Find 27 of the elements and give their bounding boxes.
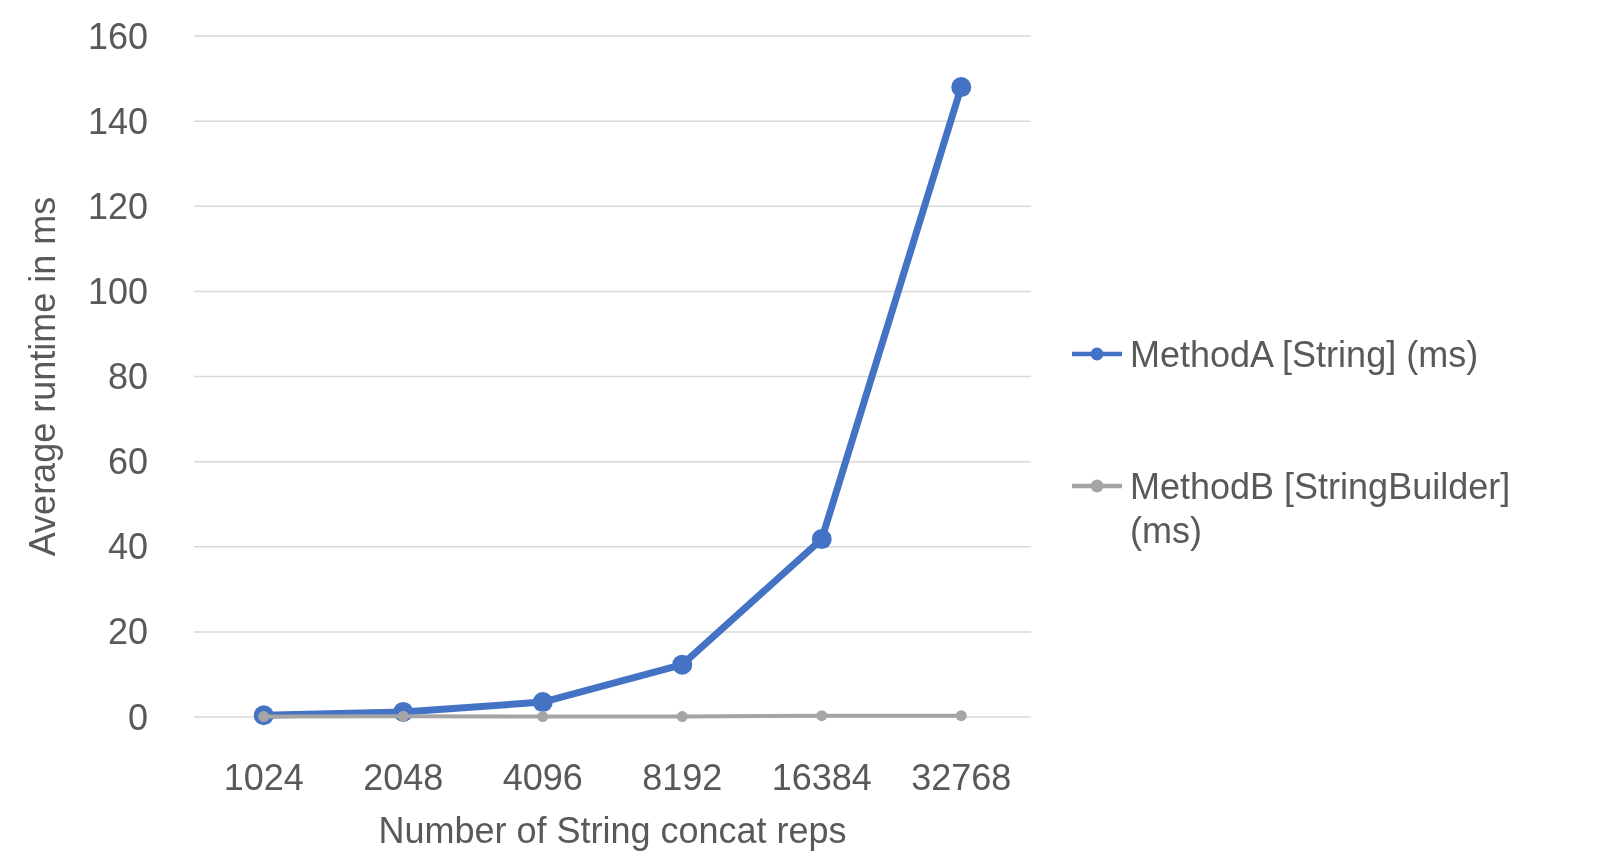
x-tick-label: 4096 [502,756,583,798]
point [811,529,832,550]
legend-label: MethodB [StringBuilder] (ms) [1130,465,1511,551]
x-tick-label: 32768 [911,756,1012,798]
x-tick-label: 16384 [771,756,872,798]
x-tick-label: 2048 [363,756,444,798]
point [676,711,688,723]
y-tick-label: 120 [87,185,148,227]
y-tick-label: 140 [87,100,148,142]
y-tick-label: 100 [87,270,148,312]
point [672,654,693,675]
legend-label: MethodA [String] (ms) [1130,333,1479,375]
y-tick-label: 40 [107,526,148,568]
point [532,692,553,713]
y-tick-label: 160 [87,15,148,57]
y-tick-label: 80 [107,356,148,397]
point [537,711,549,723]
y-tick-label: 0 [127,696,148,738]
point [955,710,967,722]
y-tick-label: 20 [107,611,148,653]
x-tick-label: 1024 [223,756,304,798]
y-tick-label: 60 [107,441,148,483]
point [816,710,828,722]
y-axis-title: Average runtime in ms [21,196,63,557]
x-axis-title: Number of String concat reps [378,809,847,851]
x-tick-label: 8192 [642,756,723,798]
point [951,77,972,98]
